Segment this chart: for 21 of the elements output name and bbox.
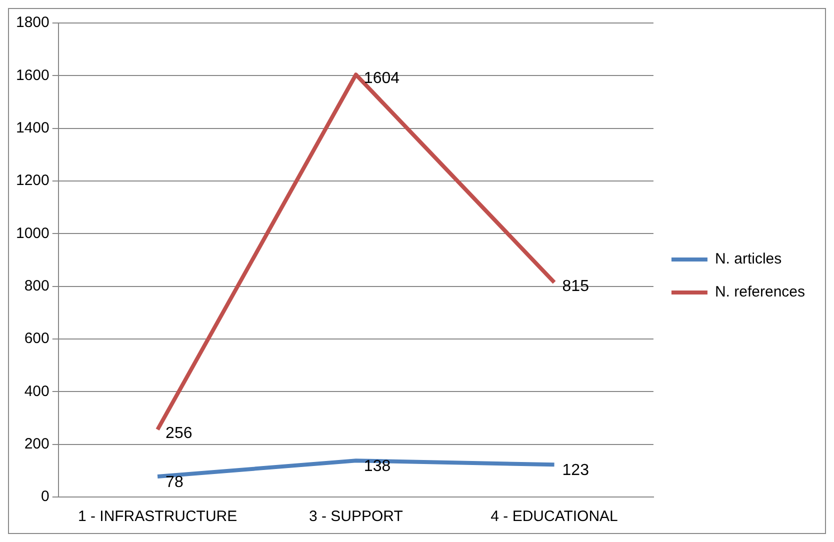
y-tick-label: 1800 <box>16 14 50 32</box>
data-label: 256 <box>166 424 192 442</box>
data-label: 1604 <box>364 70 400 88</box>
data-label: 123 <box>562 462 590 480</box>
y-tick-label: 1400 <box>16 119 50 136</box>
legend-label: N. references <box>714 284 806 301</box>
y-tick-label: 1200 <box>16 172 50 190</box>
y-tick-label: 1600 <box>16 66 50 84</box>
y-tick-label: 1000 <box>16 224 50 242</box>
y-tick-label: 600 <box>24 330 50 348</box>
y-tick-label: 200 <box>24 435 50 452</box>
data-label: 138 <box>364 458 391 476</box>
y-tick-label: 800 <box>24 277 50 294</box>
x-tick-label: 4 - EDUCATIONAL <box>490 508 618 526</box>
y-tick-label: 0 <box>41 488 50 506</box>
legend-label: N. articles <box>714 250 782 268</box>
x-tick-label: 3 - SUPPORT <box>308 508 403 526</box>
y-tick-label: 400 <box>24 382 50 400</box>
x-tick-label: 1 - INFRASTRUCTURE <box>78 508 238 526</box>
data-label: 78 <box>166 474 184 491</box>
data-label: 815 <box>562 278 590 295</box>
